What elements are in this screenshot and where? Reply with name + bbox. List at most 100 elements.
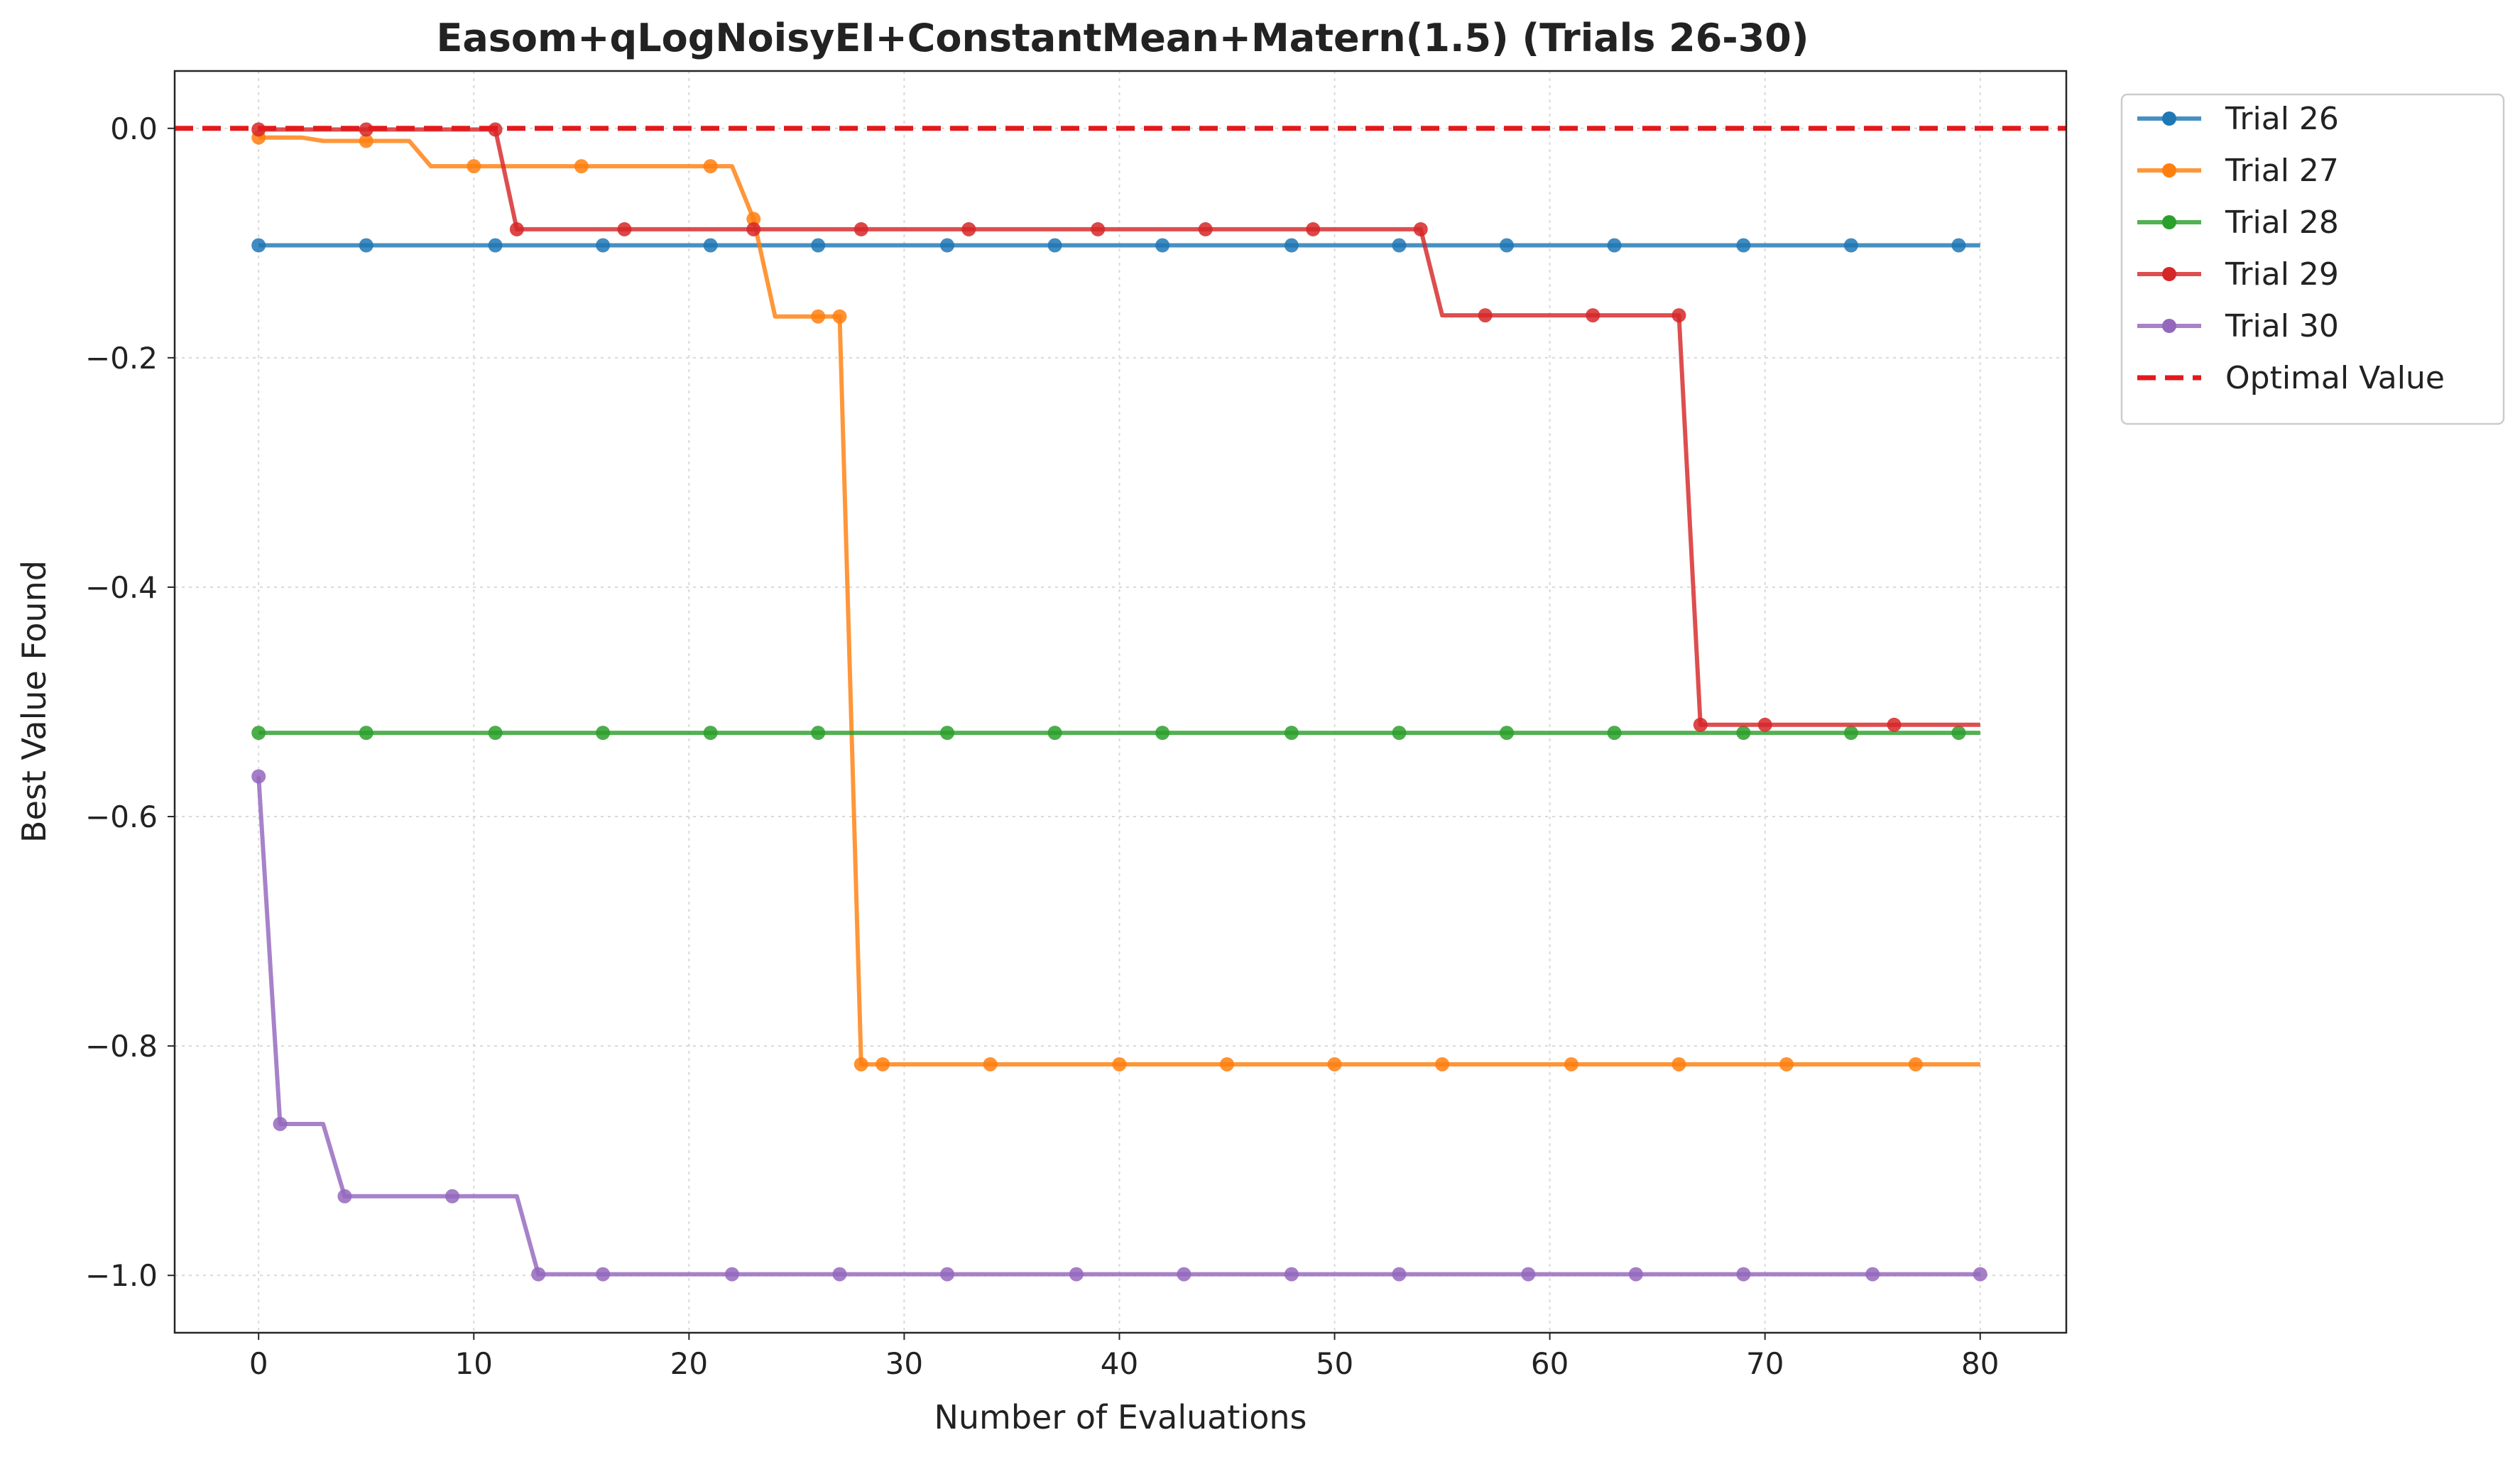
x-axis-label: Number of Evaluations [934,1398,1307,1436]
trial-28-point [1047,726,1062,741]
legend-swatch-marker [2162,319,2176,333]
trial-27-series [251,130,1980,1071]
y-tick-label: 0.0 [110,111,158,146]
trial-26-point [811,238,826,253]
plot-series [175,122,2066,1282]
trial-29-point [1887,717,1902,732]
x-tick-label: 20 [670,1346,708,1381]
trial-29-point [1306,222,1321,236]
legend-label: Trial 29 [2225,256,2339,293]
trial-27-point [983,1057,998,1071]
trial-28-point [1607,726,1622,741]
trial-27-point [1435,1057,1450,1071]
trial-28-point [359,726,373,741]
trial-28-point [1500,726,1515,741]
trial-27-point [853,1057,868,1071]
trial-26-point [488,238,503,253]
trial-30-point [1973,1267,1987,1282]
trial-29-point [1413,222,1428,236]
trial-30-point [1628,1267,1643,1282]
trial-28-point [811,726,826,741]
trial-30-point [940,1267,955,1282]
trial-29-point [1091,222,1106,236]
trial-28-point [488,726,503,741]
y-axis-label: Best Value Found [15,560,53,843]
trial-26-point [251,238,266,253]
trial-28-point [1392,726,1407,741]
trial-27-point [832,309,847,324]
axis-ticks: 0 10 20 30 40 50 60 70 80 0.0 −0.2 −0.4 −0.6 −0.8 −1.0 [85,111,1999,1381]
trial-28-point [1951,726,1966,741]
trial-29-point [1586,308,1600,323]
trial-28-series [251,726,1980,741]
trial-29-point [617,222,632,236]
trial-28-point [1843,726,1858,741]
trial-28-point [703,726,718,741]
trial-28-point [940,726,955,741]
trial-30-point [531,1267,546,1282]
trial-27-line [258,135,1980,1066]
trial-30-point [1392,1267,1407,1282]
trial-27-point [1112,1057,1127,1071]
y-tick-label: −0.4 [85,570,158,605]
trial-26-point [1736,238,1751,253]
trial-26-point [703,238,718,253]
trial-30-point [832,1267,847,1282]
trial-27-point [746,212,761,227]
trial-27-point [811,309,826,324]
x-tick-label: 80 [1961,1346,1999,1381]
trial-26-point [1284,238,1299,253]
trial-26-point [1392,238,1407,253]
trial-28-point [1736,726,1751,741]
trial-27-point [703,159,718,174]
trial-28-point [1155,726,1170,741]
trial-26-point [1843,238,1858,253]
trial-30-point [1865,1267,1880,1282]
trial-30-point [1284,1267,1299,1282]
trial-27-point [1908,1057,1923,1071]
trial-29-point [1478,308,1493,323]
x-tick-label: 30 [885,1346,923,1381]
legend-label: Trial 26 [2225,101,2339,137]
trial-29-point [509,222,524,236]
x-tick-label: 50 [1316,1346,1353,1381]
legend-label: Trial 30 [2225,308,2339,344]
trial-27-point [876,1057,890,1071]
legend-label: Trial 27 [2225,153,2339,189]
legend-swatch-marker [2162,267,2176,281]
chart-title: Easom+qLogNoisyEI+ConstantMean+Matern(1.… [436,16,1809,60]
trial-26-point [596,238,611,253]
trial-30-point [1177,1267,1191,1282]
trial-29-point [853,222,868,236]
trial-28-point [1284,726,1299,741]
grid [175,71,2066,1333]
trial-29-point [1757,717,1772,732]
y-tick-label: −0.2 [85,341,158,376]
trial-29-line [258,127,1980,727]
trial-28-point [596,726,611,741]
trial-30-point [724,1267,739,1282]
trial-30-point [444,1189,459,1204]
trial-29-point [1198,222,1213,236]
trial-30-point [251,769,266,784]
trial-26-series [251,238,1980,253]
trial-30-series [251,769,1987,1282]
legend-swatch-marker [2162,111,2176,126]
x-tick-label: 10 [455,1346,493,1381]
y-tick-label: −0.8 [85,1029,158,1064]
trial-29-point [1693,717,1708,732]
trial-26-point [940,238,955,253]
trial-30-point [596,1267,611,1282]
trial-26-point [1155,238,1170,253]
x-tick-label: 60 [1531,1346,1569,1381]
legend-swatch-marker [2162,215,2176,229]
trial-26-point [1607,238,1622,253]
y-tick-label: −0.6 [85,800,158,834]
legend-frame [2120,93,2505,425]
trial-27-point [1327,1057,1342,1071]
x-tick-label: 0 [249,1346,268,1381]
legend: Trial 26 Trial 27 Trial 28 Trial 29 Trial 30… [2120,93,2505,425]
legend-swatch-marker [2162,163,2176,178]
trial-30-point [337,1189,352,1204]
legend-label: Optimal Value [2225,360,2445,396]
